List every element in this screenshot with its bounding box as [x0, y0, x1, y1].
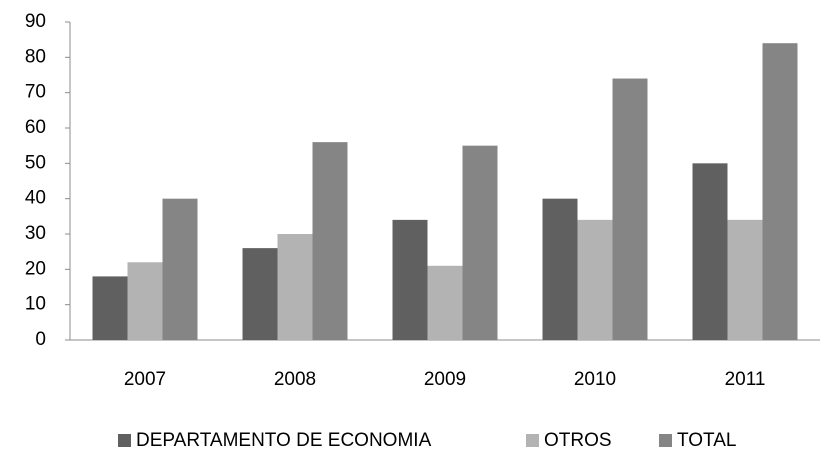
y-tick-label: 0 — [35, 329, 46, 350]
bar — [542, 198, 578, 340]
legend-swatch — [526, 434, 539, 447]
x-tick-label: 2008 — [274, 369, 316, 390]
bar — [692, 163, 728, 340]
y-tick-label: 70 — [25, 82, 46, 103]
y-tick-label: 80 — [25, 46, 46, 67]
bar — [762, 43, 798, 340]
y-tick-label: 40 — [25, 188, 46, 209]
bar — [277, 234, 313, 340]
bar — [392, 219, 428, 340]
y-tick-label: 10 — [25, 294, 46, 315]
bar — [162, 198, 198, 340]
bar — [242, 248, 278, 340]
legend-label: OTROS — [544, 430, 612, 451]
legend-label: DEPARTAMENTO DE ECONOMIA — [136, 430, 432, 451]
legend-label: TOTAL — [677, 430, 736, 451]
y-tick-label: 50 — [25, 152, 46, 173]
legend-swatch — [659, 434, 672, 447]
bar — [577, 219, 613, 340]
bar — [427, 265, 463, 340]
bar — [612, 78, 648, 341]
bar — [127, 262, 163, 340]
x-tick-label: 2010 — [574, 369, 616, 390]
bar — [312, 142, 348, 340]
x-tick-label: 2011 — [725, 369, 766, 390]
y-tick-label: 20 — [25, 258, 46, 279]
y-tick-label: 60 — [25, 117, 46, 138]
y-tick-label: 90 — [25, 11, 46, 32]
x-tick-label: 2009 — [424, 369, 466, 390]
y-tick-label: 30 — [25, 223, 46, 244]
x-tick-label: 2007 — [124, 369, 166, 390]
legend-swatch — [118, 434, 131, 447]
bar — [92, 276, 128, 340]
bar — [727, 219, 763, 340]
bar — [462, 145, 498, 340]
